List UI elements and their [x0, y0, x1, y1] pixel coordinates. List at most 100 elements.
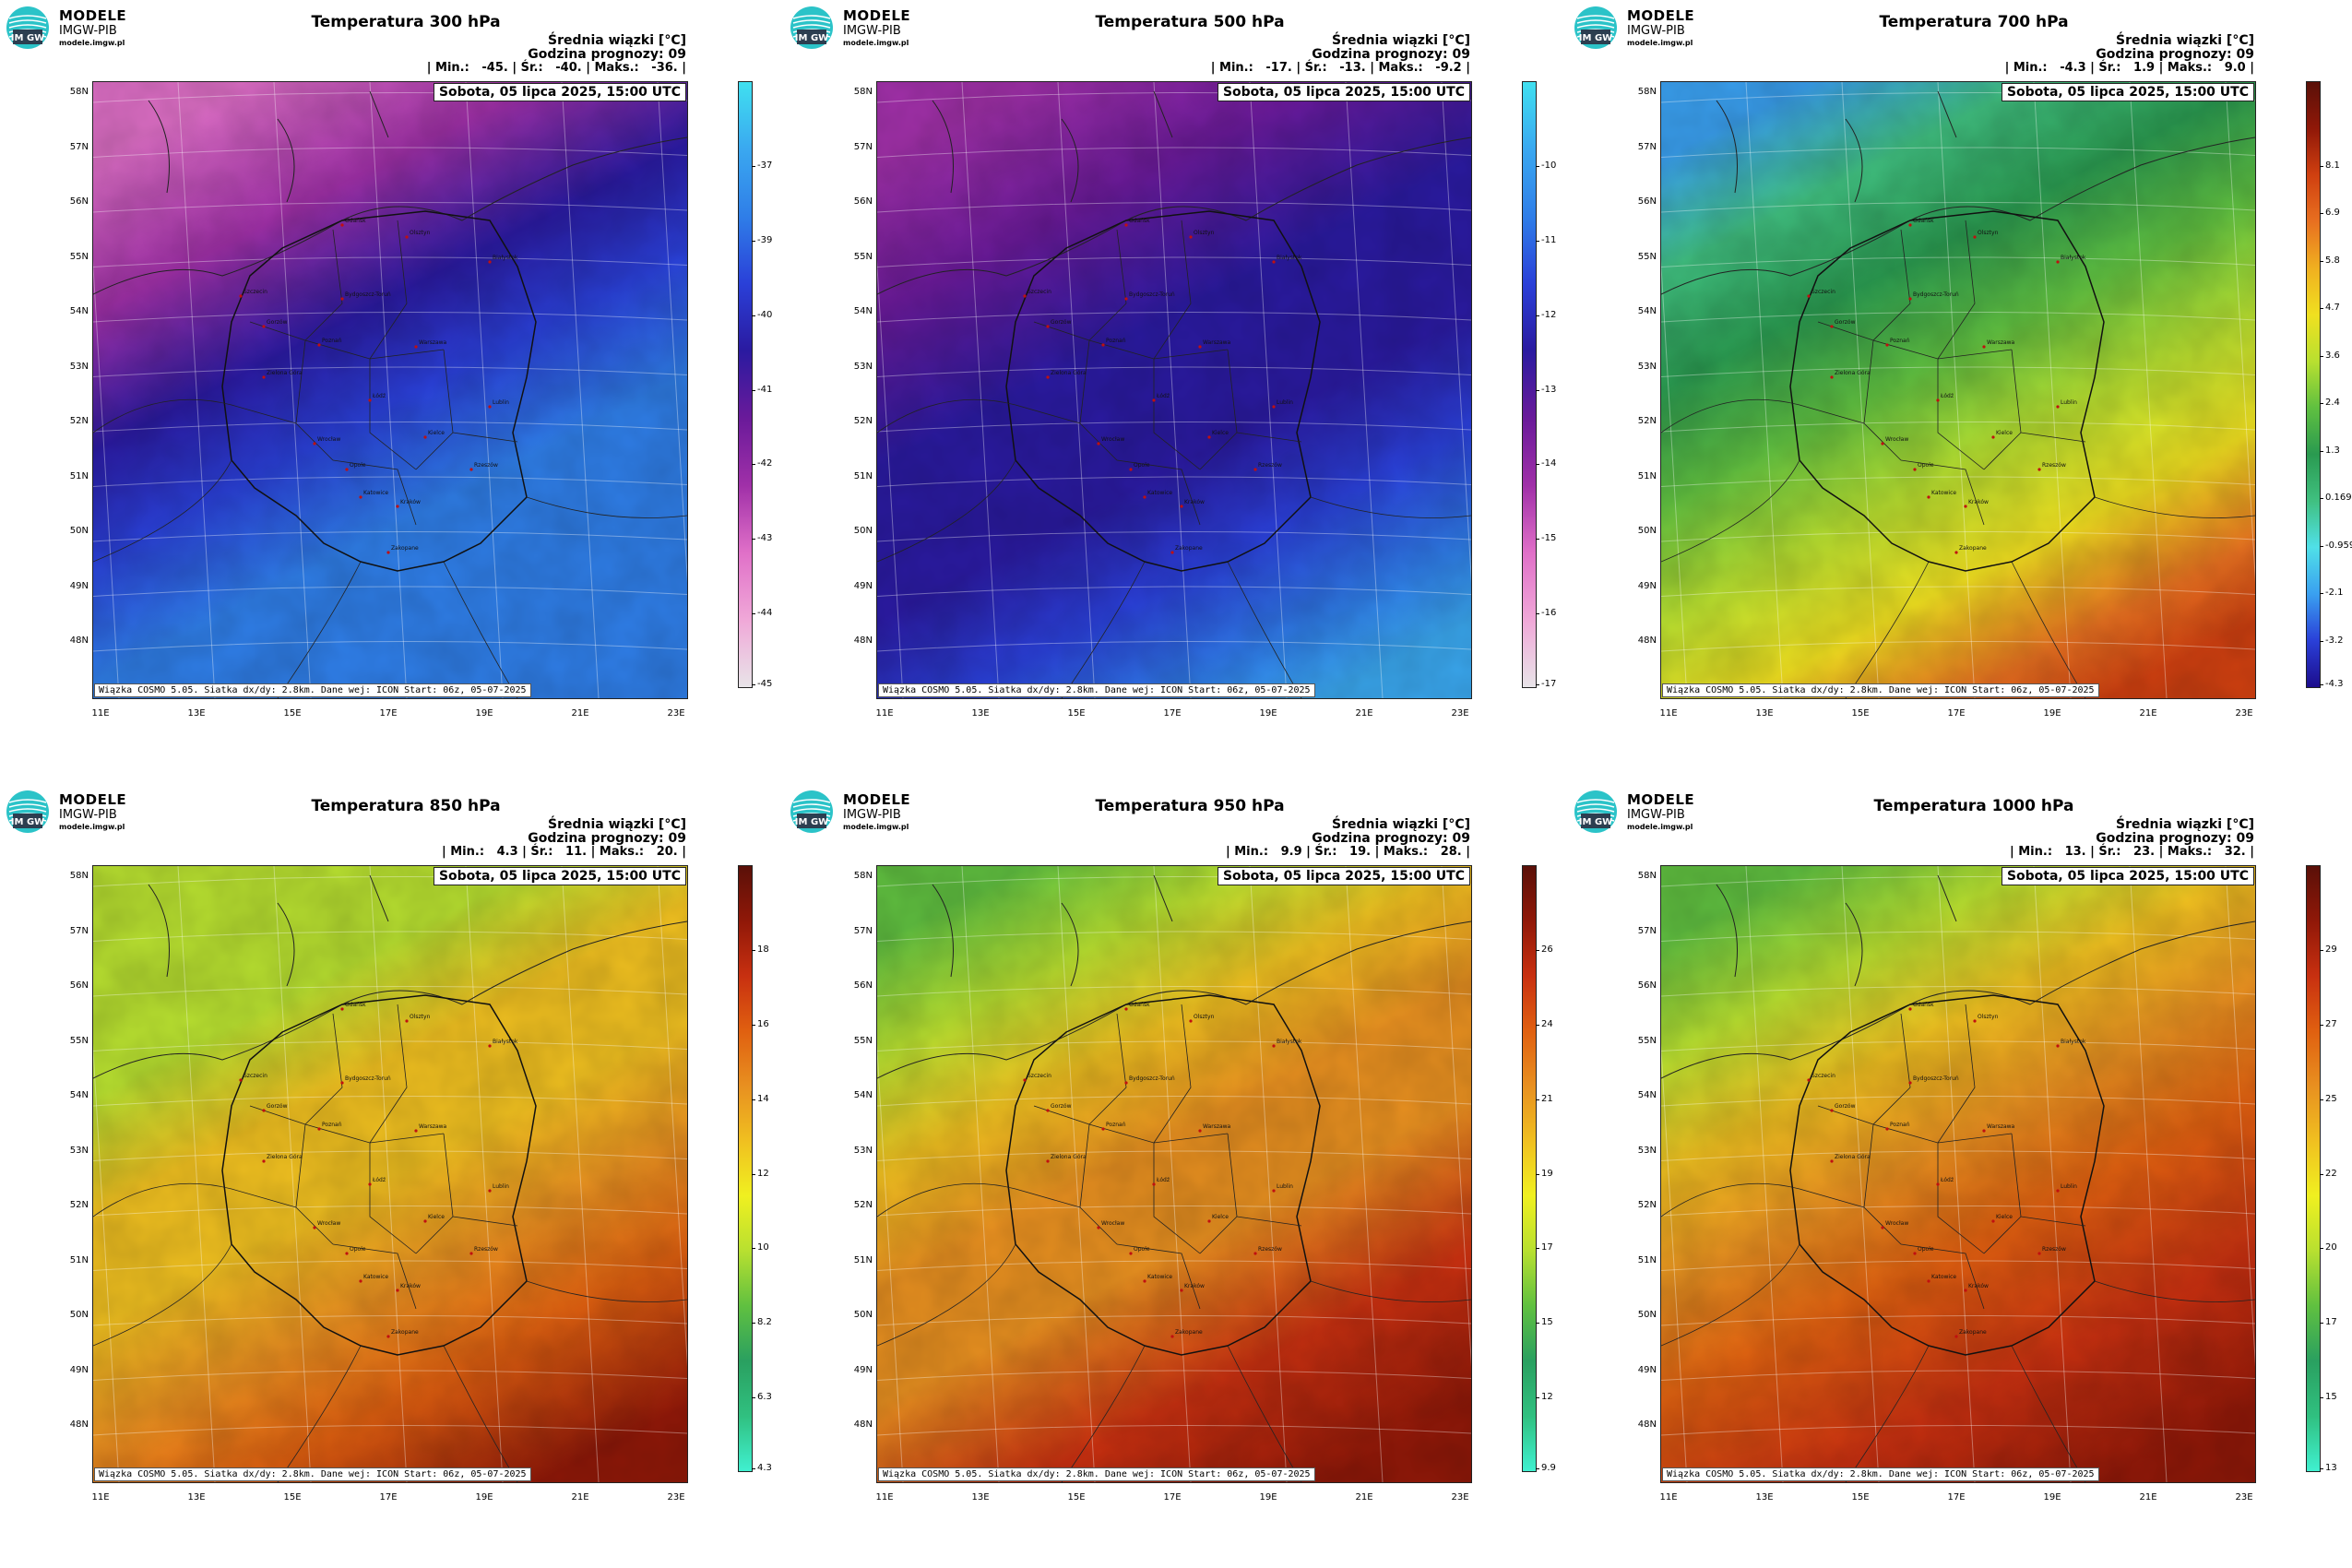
model-footnote: Wiązka COSMO 5.05. Siatka dx/dy: 2.8km. …	[878, 1467, 1315, 1481]
colorbar-tick-label: 5.8	[2320, 255, 2340, 266]
temperature-map[interactable]: Gdańsk Olsztyn Szczecin Białystok Bydgoszcz-…	[92, 865, 688, 1483]
stats-line: | Min.: -4.3 | Śr.: 1.9 | Maks.: 9.0 |	[2004, 61, 2254, 75]
city-label: Opole	[1134, 1246, 1150, 1253]
colorbar-tick-label: -0.959	[2319, 540, 2352, 551]
temperature-map[interactable]: Gdańsk Olsztyn Szczecin Białystok Bydgoszcz-…	[876, 81, 1472, 699]
lat-tick-label: 56N	[1637, 980, 1657, 991]
map-canvas: Gdańsk Olsztyn Szczecin Białystok Bydgoszcz-…	[877, 82, 1471, 698]
logo-modele: MODELE	[1627, 7, 1695, 24]
lat-tick-label: 56N	[853, 980, 873, 991]
colorbar-tick-label: 3.6	[2320, 350, 2340, 361]
colorbar-tick-label: -45	[751, 679, 773, 689]
city-label: Zielona Góra	[267, 1154, 303, 1160]
colorbar-tick-label: -13	[1535, 384, 1557, 395]
stats-line: | Min.: 9.9 | Śr.: 19. | Maks.: 28. |	[1225, 845, 1470, 859]
colorbar-tick-label: -40	[751, 309, 773, 320]
lat-tick-label: 51N	[1637, 470, 1657, 481]
valid-date-box: Sobota, 05 lipca 2025, 15:00 UTC	[1217, 83, 1470, 101]
svg-text:IM GW: IM GW	[795, 33, 828, 43]
city-marker	[1964, 1289, 1967, 1292]
temperature-map[interactable]: Gdańsk Olsztyn Szczecin Białystok Bydgoszcz-…	[1660, 865, 2256, 1483]
map-canvas: Gdańsk Olsztyn Szczecin Białystok Bydgoszcz-…	[1661, 866, 2255, 1482]
city-label: Warszawa	[1203, 1123, 1231, 1130]
colorbar-tick-label: -15	[1535, 533, 1557, 544]
lon-tick-label: 13E	[971, 1492, 990, 1503]
city-label: Szczecin	[1812, 289, 1835, 295]
panel-title: Temperatura 700 hPa	[1879, 13, 2069, 31]
city-label: Łódź	[1156, 1177, 1170, 1183]
lat-tick-label: 54N	[853, 1090, 873, 1100]
lon-tick-label: 11E	[1659, 1492, 1678, 1503]
temperature-map[interactable]: Gdańsk Olsztyn Szczecin Białystok Bydgoszcz-…	[876, 865, 1472, 1483]
lat-tick-label: 54N	[1637, 1090, 1657, 1100]
city-marker	[386, 1335, 390, 1338]
city-marker	[1830, 375, 1834, 379]
city-marker	[1913, 468, 1917, 471]
city-label: Kielce	[428, 1214, 445, 1220]
city-label: Lublin	[2061, 1183, 2077, 1190]
city-label: Kraków	[1184, 1283, 1205, 1289]
city-marker	[2056, 405, 2060, 409]
stats-line: | Min.: -17. | Śr.: -13. | Maks.: -9.2 |	[1210, 61, 1470, 75]
lat-tick-label: 48N	[1637, 636, 1657, 646]
colorbar-tick-label: -10	[1535, 160, 1557, 171]
svg-text:IM GW: IM GW	[11, 33, 44, 43]
city-label: Warszawa	[1203, 339, 1231, 346]
city-label: Kielce	[428, 430, 445, 436]
city-marker	[313, 442, 316, 445]
temperature-map[interactable]: Gdańsk Olsztyn Szczecin Białystok Bydgoszcz-…	[92, 81, 688, 699]
lat-tick-label: 55N	[1637, 1035, 1657, 1046]
colorbar-tick-label: -12	[1535, 309, 1557, 320]
colorbar-tick-label: 22	[2320, 1168, 2337, 1179]
colorbar-tick-label: 25	[2320, 1093, 2337, 1104]
logo-url: modele.imgw.pl	[1627, 39, 1693, 47]
lon-tick-label: 17E	[1163, 1492, 1182, 1503]
city-marker	[2056, 260, 2060, 264]
lat-tick-label: 56N	[69, 980, 89, 991]
city-label: Kielce	[1212, 430, 1229, 436]
lon-tick-label: 21E	[571, 1492, 589, 1503]
city-label: Zakopane	[1959, 1329, 1987, 1336]
city-label: Poznań	[1106, 338, 1126, 344]
city-label: Opole	[350, 1246, 366, 1253]
city-marker	[1830, 1159, 1834, 1163]
city-marker	[1807, 1078, 1811, 1082]
logo-modele: MODELE	[59, 7, 127, 24]
city-marker	[1964, 505, 1967, 508]
city-marker	[1982, 345, 1986, 349]
lat-tick-label: 56N	[1637, 196, 1657, 207]
valid-date-box: Sobota, 05 lipca 2025, 15:00 UTC	[1217, 867, 1470, 885]
unit-label: Średnia wiązki [°C]	[2116, 817, 2254, 832]
city-marker	[1807, 294, 1811, 298]
lon-tick-label: 17E	[1947, 708, 1966, 719]
city-marker	[368, 398, 372, 402]
imgw-logo: IM GW MODELE IMGW-PIB modele.imgw.pl	[790, 790, 919, 837]
logo-imgw-pib: IMGW-PIB	[1627, 808, 1685, 822]
city-marker	[359, 495, 362, 499]
imgw-badge-icon: IM GW	[1574, 6, 1617, 49]
model-footnote: Wiązka COSMO 5.05. Siatka dx/dy: 2.8km. …	[1662, 1467, 2099, 1481]
city-label: Olsztyn	[1978, 230, 1999, 236]
lat-tick-label: 55N	[853, 1035, 873, 1046]
lon-tick-label: 23E	[667, 708, 685, 719]
city-marker	[1936, 1182, 1940, 1186]
lat-tick-label: 50N	[1637, 526, 1657, 536]
svg-text:IM GW: IM GW	[795, 817, 828, 827]
colorbar-tick-label: 2.4	[2320, 398, 2340, 409]
colorbar	[1522, 81, 1537, 688]
colorbar-tick-label: 0.169	[2320, 493, 2352, 504]
colorbar-tick-label: 16	[752, 1018, 769, 1029]
city-marker	[469, 1252, 473, 1255]
city-label: Kraków	[1968, 1283, 1989, 1289]
temperature-map[interactable]: Gdańsk Olsztyn Szczecin Białystok Bydgoszcz-…	[1660, 81, 2256, 699]
city-label: Lublin	[493, 399, 509, 406]
city-marker	[1097, 1226, 1100, 1229]
colorbar-tick-label: 15	[2320, 1392, 2337, 1403]
lat-tick-label: 57N	[853, 925, 873, 936]
city-label: Lublin	[493, 1183, 509, 1190]
map-canvas: Gdańsk Olsztyn Szczecin Białystok Bydgoszcz-…	[93, 866, 687, 1482]
lon-tick-label: 23E	[1451, 1492, 1469, 1503]
colorbar-tick-label: 15	[1536, 1317, 1553, 1328]
city-label: Gorzów	[267, 319, 288, 326]
city-marker	[488, 405, 492, 409]
